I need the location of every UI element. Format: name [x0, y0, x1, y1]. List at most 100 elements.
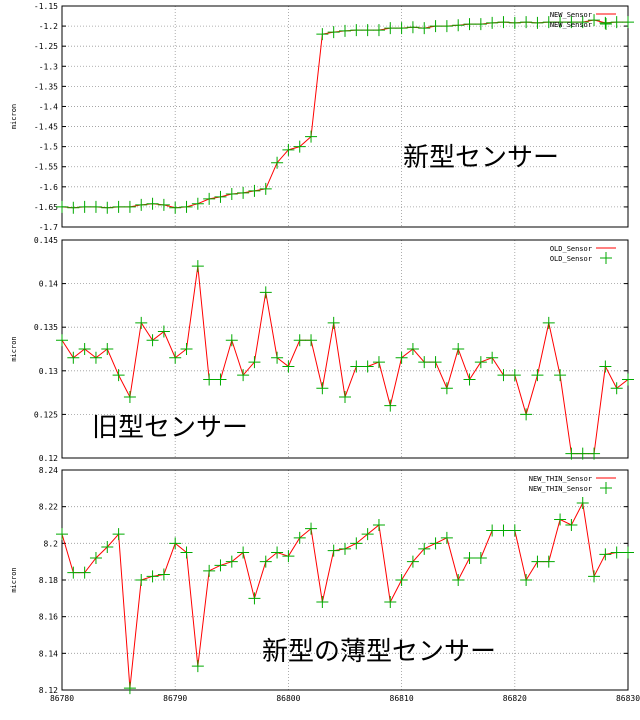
legend-marker-swatch	[600, 18, 612, 30]
panel-3: 8.12 8.14 8.16 8.18 8.2 8.22 8.24 micron 86780 86…	[10, 466, 640, 703]
data-point	[622, 546, 634, 559]
data-point	[248, 356, 261, 369]
data-point	[418, 22, 431, 35]
y-tick-label: -1.65	[34, 203, 58, 212]
data-point	[599, 16, 612, 29]
data-point	[418, 542, 431, 555]
data-point	[157, 568, 170, 581]
data-point	[486, 351, 499, 364]
data-point	[395, 351, 408, 364]
y-tick-label: 8.24	[39, 466, 58, 475]
data-point	[542, 555, 555, 568]
y-tick-label: 0.145	[34, 236, 58, 245]
data-point	[350, 360, 363, 373]
panel-annotation: 旧型センサー	[92, 413, 248, 443]
data-point	[497, 16, 510, 29]
data-point	[135, 198, 148, 211]
y-tick-label: 0.13	[39, 367, 58, 376]
series-line-NEW_Sensor	[61, 19, 628, 209]
y-tick-label: 8.18	[39, 576, 58, 585]
data-point	[565, 447, 578, 460]
data-point	[225, 555, 238, 568]
data-point	[191, 660, 204, 673]
data-point	[67, 566, 80, 579]
data-point	[588, 570, 601, 583]
data-point	[248, 592, 261, 605]
plot-frame	[61, 239, 629, 459]
data-point	[463, 373, 476, 386]
data-point	[259, 555, 272, 568]
data-point	[101, 541, 114, 553]
data-point	[316, 28, 329, 41]
data-point	[588, 14, 601, 27]
x-tick-label: 86810	[390, 694, 414, 703]
data-point	[576, 447, 589, 460]
data-point	[89, 552, 102, 564]
y-tick-label: -1.6	[39, 183, 58, 192]
panel-annotation: 新型の薄型センサー	[262, 637, 496, 667]
data-point	[214, 559, 227, 572]
data-point	[112, 528, 125, 541]
y-tick-label: 8.2	[44, 539, 59, 548]
data-point	[440, 531, 453, 544]
data-point	[520, 574, 533, 586]
data-point	[486, 524, 499, 537]
y-axis-label: micron	[10, 567, 18, 592]
data-point	[157, 325, 170, 338]
y-tick-label: -1.55	[34, 163, 58, 172]
legend-label: NEW_THIN_Sensor	[529, 485, 592, 493]
data-point	[214, 190, 227, 203]
data-point	[610, 382, 623, 395]
data-point	[406, 555, 419, 568]
data-point	[497, 369, 510, 382]
data-point	[599, 360, 612, 373]
data-point	[316, 382, 329, 395]
data-point	[565, 519, 578, 531]
data-point	[576, 16, 589, 29]
y-tick-label: 0.135	[34, 323, 58, 332]
y-tick-label: 0.125	[34, 410, 58, 419]
data-point	[112, 200, 125, 213]
data-point	[350, 537, 363, 550]
data-point	[157, 198, 170, 211]
data-point	[542, 16, 555, 29]
panel-annotation: 新型センサー	[403, 143, 559, 173]
data-point	[554, 369, 567, 382]
data-point	[452, 19, 465, 32]
data-point	[599, 548, 612, 561]
data-point	[474, 18, 487, 31]
data-point	[56, 334, 68, 347]
data-point	[406, 343, 419, 355]
data-point	[384, 22, 397, 35]
data-point	[361, 24, 374, 37]
data-point	[146, 570, 159, 583]
data-point	[486, 16, 499, 29]
data-point	[384, 399, 397, 412]
data-point	[520, 408, 533, 421]
data-point	[225, 334, 238, 347]
legend-label: NEW_THIN_Sensor	[529, 475, 592, 483]
data-point	[508, 16, 521, 29]
data-point	[361, 528, 374, 541]
y-tick-label: 8.14	[39, 649, 58, 658]
data-point	[259, 182, 272, 195]
data-point	[56, 200, 68, 213]
data-point	[135, 316, 148, 329]
data-point	[180, 200, 193, 213]
y-tick-label: 8.12	[39, 686, 58, 695]
x-tick-label: 86780	[50, 694, 74, 703]
data-point	[497, 524, 510, 537]
data-point	[78, 343, 91, 355]
data-point	[305, 334, 318, 347]
data-point	[361, 360, 374, 373]
data-point	[191, 197, 204, 210]
data-point	[191, 260, 204, 273]
data-point	[588, 447, 601, 460]
data-point	[372, 24, 385, 37]
data-point	[452, 574, 465, 586]
data-point	[135, 574, 148, 586]
plot-frame	[61, 469, 629, 691]
data-point	[237, 546, 250, 559]
x-tick-label: 86820	[503, 694, 527, 703]
